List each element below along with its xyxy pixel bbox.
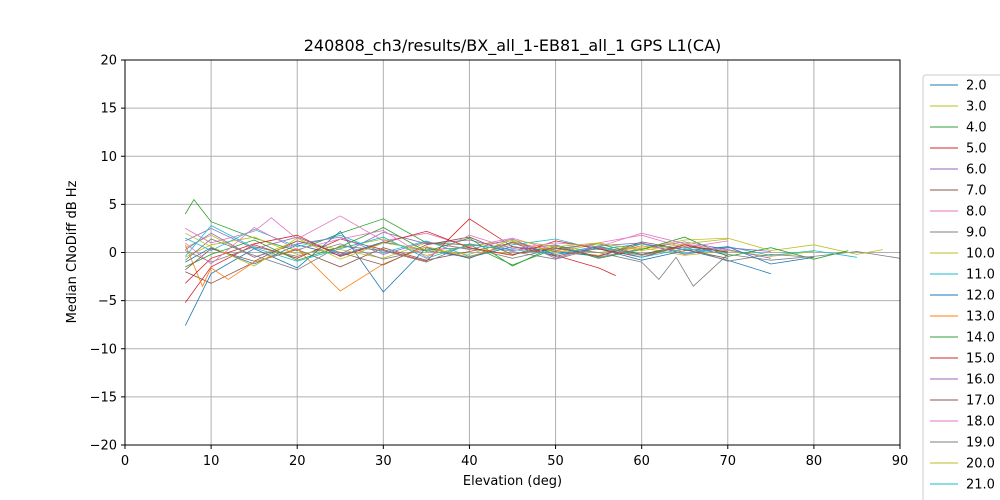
y-tick-label: −10 bbox=[90, 342, 117, 357]
legend-label: 3.0 bbox=[966, 100, 987, 115]
x-tick-label: 90 bbox=[892, 454, 909, 469]
series-layer bbox=[184, 198, 901, 326]
y-tick-label: 15 bbox=[100, 102, 117, 117]
x-tick-label: 40 bbox=[461, 454, 478, 469]
chart-title: 240808_ch3/results/BX_all_1-EB81_all_1 G… bbox=[304, 36, 722, 56]
legend-label: 19.0 bbox=[966, 436, 995, 451]
x-axis: 0 10 20 30 40 50 60 70 80 90 bbox=[121, 445, 908, 469]
x-tick-label: 30 bbox=[375, 454, 392, 469]
x-tick-label: 60 bbox=[633, 454, 650, 469]
series-line bbox=[184, 198, 728, 266]
x-tick-label: 20 bbox=[289, 454, 306, 469]
legend-label: 21.0 bbox=[966, 478, 995, 493]
series-line bbox=[185, 227, 849, 268]
legend-label: 12.0 bbox=[966, 289, 995, 304]
y-tick-label: −15 bbox=[90, 390, 117, 405]
series-line bbox=[184, 224, 728, 262]
y-axis: −20 −15 −10 −5 0 5 10 15 20 bbox=[90, 54, 125, 454]
y-tick-label: −5 bbox=[98, 294, 117, 309]
legend-label: 14.0 bbox=[966, 331, 995, 346]
legend: 2.0 3.0 4.0 5.0 6.0 7.0 8.0 9.0 10.0 11.0 12.0 13.0… bbox=[922, 74, 1000, 500]
legend-label: 15.0 bbox=[966, 352, 995, 367]
legend-label: 9.0 bbox=[966, 226, 987, 241]
x-tick-label: 70 bbox=[720, 454, 737, 469]
y-tick-label: −20 bbox=[90, 439, 117, 454]
series-line bbox=[185, 232, 771, 259]
y-tick-label: 10 bbox=[100, 150, 117, 165]
legend-label: 13.0 bbox=[966, 310, 995, 325]
legend-label: 4.0 bbox=[966, 121, 987, 136]
legend-label: 6.0 bbox=[966, 163, 987, 178]
y-tick-label: 5 bbox=[109, 198, 117, 213]
series-line bbox=[185, 227, 771, 259]
series-line bbox=[185, 227, 728, 265]
y-tick-label: 20 bbox=[100, 54, 117, 69]
series-line bbox=[185, 232, 728, 267]
series-line bbox=[185, 243, 901, 287]
x-tick-label: 0 bbox=[121, 454, 129, 469]
x-tick-label: 80 bbox=[806, 454, 823, 469]
grid bbox=[124, 59, 901, 446]
series-line bbox=[185, 230, 728, 284]
legend-label: 11.0 bbox=[966, 268, 995, 283]
legend-items: 2.0 3.0 4.0 5.0 6.0 7.0 8.0 9.0 10.0 11.0 12.0 13.0… bbox=[930, 79, 995, 493]
y-axis-label: Median CNoDiff dB Hz bbox=[65, 180, 80, 323]
legend-label: 7.0 bbox=[966, 184, 987, 199]
legend-label: 17.0 bbox=[966, 394, 995, 409]
x-axis-label: Elevation (deg) bbox=[463, 474, 562, 489]
legend-label: 20.0 bbox=[966, 457, 995, 472]
y-tick-label: 0 bbox=[109, 246, 117, 261]
legend-label: 5.0 bbox=[966, 142, 987, 157]
x-tick-label: 10 bbox=[203, 454, 220, 469]
legend-frame bbox=[922, 74, 1000, 500]
legend-label: 2.0 bbox=[966, 79, 987, 94]
series-line bbox=[185, 238, 814, 271]
x-tick-label: 50 bbox=[547, 454, 564, 469]
legend-label: 10.0 bbox=[966, 247, 995, 262]
series-line bbox=[185, 228, 857, 258]
legend-label: 8.0 bbox=[966, 205, 987, 220]
legend-label: 16.0 bbox=[966, 373, 995, 388]
legend-label: 18.0 bbox=[966, 415, 995, 430]
